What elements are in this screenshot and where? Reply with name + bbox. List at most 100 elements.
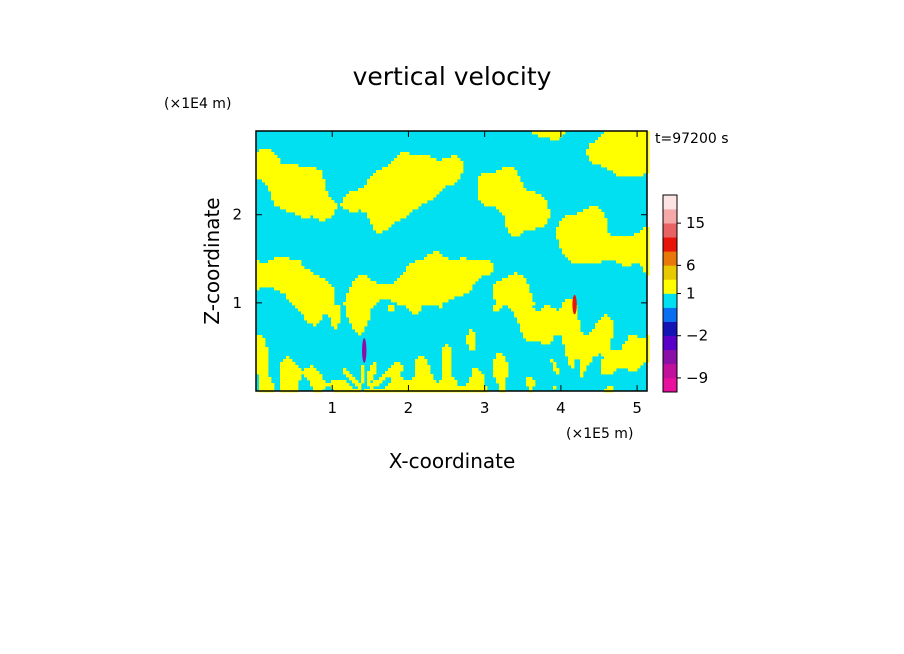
field-cell-1749: [592, 242, 596, 246]
field-cell-3960: [532, 383, 536, 387]
field-cell-2460: [298, 287, 302, 291]
field-cell-2474: [355, 287, 359, 291]
field-cell-2850: [310, 305, 314, 309]
field-cell-3401: [643, 347, 647, 351]
colorbar-label-4: 6: [686, 256, 696, 274]
field-cell-141: [613, 149, 617, 153]
field-cell-1609: [568, 227, 572, 231]
field-cell-1674: [640, 233, 644, 237]
field-cell-3023: [565, 314, 569, 318]
field-cell-1587: [595, 224, 599, 228]
field-cell-1183: [274, 203, 278, 207]
field-cell-3801: [307, 377, 311, 381]
field-cell-1014: [418, 194, 422, 198]
field-cell-3968: [286, 386, 290, 390]
field-cell-2416: [403, 284, 407, 288]
field-cell-520: [280, 173, 284, 177]
field-cell-2936: [550, 308, 554, 312]
field-cell-3109: [352, 323, 356, 327]
field-cell-2489: [400, 287, 404, 291]
field-cell-325: [265, 164, 269, 168]
field-cell-3823: [430, 377, 434, 381]
field-cell-1844: [607, 251, 611, 255]
field-cell-423: [460, 167, 464, 171]
field-cell-1298: [502, 206, 506, 210]
field-cell-2957: [346, 311, 350, 315]
field-cell-1242: [517, 203, 521, 207]
field-cell-2260: [310, 278, 314, 282]
field-cell-2348: [427, 281, 431, 285]
field-cell-3799: [295, 377, 299, 381]
field-cell-2221: [433, 275, 437, 279]
field-cell-1053: [307, 197, 311, 201]
field-cell-940: [403, 191, 407, 195]
colorbar-label-1: −9: [686, 369, 708, 387]
field-cell-3633: [610, 365, 614, 369]
field-cell-3665: [397, 368, 401, 372]
field-cell-2306: [259, 281, 263, 285]
field-cell-2471: [331, 287, 335, 291]
field-cell-2317: [292, 281, 296, 285]
field-cell-1651: [511, 233, 515, 237]
field-cell-3015: [541, 314, 545, 318]
field-cell-2153: [307, 272, 311, 276]
field-cell-2521: [517, 287, 521, 291]
field-cell-176: [628, 152, 632, 156]
field-cell-3999: [427, 386, 431, 390]
field-cell-1052: [304, 197, 308, 201]
field-cell-1293: [409, 206, 413, 210]
field-cell-2986: [571, 311, 575, 315]
field-cell-2904: [325, 308, 329, 312]
field-cell-103: [634, 143, 638, 147]
field-cell-84: [637, 140, 641, 144]
field-cell-90: [595, 143, 599, 147]
field-cell-158: [271, 152, 275, 156]
field-cell-1468: [577, 215, 581, 219]
field-cell-2683: [358, 296, 362, 300]
field-cell-2782: [523, 299, 527, 303]
field-cell-461: [313, 170, 317, 174]
field-cell-1090: [430, 197, 434, 201]
field-cell-385: [280, 167, 284, 171]
field-cell-2046: [274, 266, 278, 270]
field-cell-3820: [421, 377, 425, 381]
field-cell-1888: [640, 254, 644, 258]
field-cell-1373: [595, 209, 599, 213]
field-cell-3918: [340, 383, 344, 387]
field-cell-3354: [589, 344, 593, 348]
field-cell-2578: [454, 290, 458, 294]
field-cell-2862: [352, 305, 356, 309]
field-cell-1192: [301, 203, 305, 207]
field-cell-639: [487, 176, 491, 180]
field-cell-1099: [502, 197, 506, 201]
field-cell-2705: [424, 296, 428, 300]
field-cell-388: [289, 167, 293, 171]
field-cell-1744: [577, 242, 581, 246]
field-cell-1215: [373, 203, 377, 207]
field-cell-2522: [520, 287, 524, 291]
field-cell-1268: [328, 206, 332, 210]
field-cell-2879: [499, 305, 503, 309]
field-cell-317: [634, 161, 638, 165]
field-cell-2270: [397, 278, 401, 282]
field-cell-3816: [400, 377, 404, 381]
field-cell-238: [415, 158, 419, 162]
field-cell-3076: [355, 320, 359, 324]
field-cell-3483: [448, 356, 452, 360]
field-cell-2129: [478, 269, 482, 273]
field-cell-593: [283, 176, 287, 180]
field-cell-145: [625, 149, 629, 153]
field-cell-318: [637, 161, 641, 165]
field-cell-2122: [457, 269, 461, 273]
field-cell-3005: [367, 314, 371, 318]
field-cell-2406: [373, 284, 377, 288]
field-cell-1796: [643, 245, 647, 249]
field-cell-1398: [397, 212, 401, 216]
field-cell-139: [607, 149, 611, 153]
field-cell-3226: [592, 332, 596, 336]
field-cell-1194: [307, 203, 311, 207]
field-cell-3769: [394, 374, 398, 378]
field-cell-2299: [508, 278, 512, 282]
field-cell-2630: [403, 293, 407, 297]
